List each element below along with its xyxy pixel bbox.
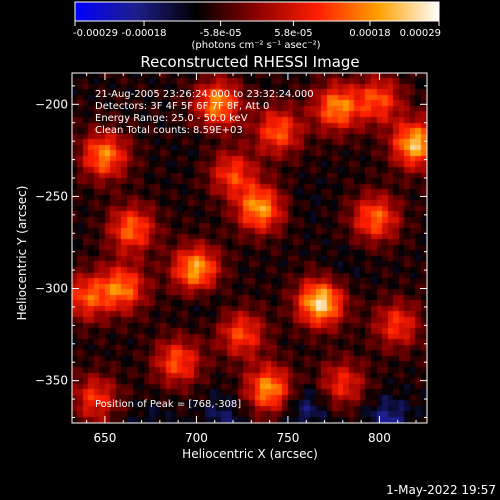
chart-title: Reconstructed RHESSI Image <box>140 53 359 71</box>
y-tick-label: −350 <box>35 374 68 388</box>
annotation-peak: Position of Peak = [768,-308] <box>95 399 241 410</box>
annotation-energy: Energy Range: 25.0 - 50.0 keV <box>95 113 248 124</box>
colorbar-tick-label: 0.00029 <box>400 28 441 39</box>
colorbar-tick-label: -0.00029 <box>73 28 118 39</box>
annotation-clean: Clean Total counts: 8.59E+03 <box>95 125 243 136</box>
colorbar-tick-label: 5.8e-05 <box>274 28 312 39</box>
colorbar-ticks: -0.00029 -0.00018 -5.8e-05 5.8e-05 0.00018 0.… <box>73 21 441 39</box>
heatmap-image <box>72 73 427 423</box>
y-axis-label: Heliocentric Y (arcsec) <box>15 186 29 321</box>
footer-date: 1-May-2022 19:57 <box>386 483 496 497</box>
colorbar-label: (photons cm⁻² s⁻¹ asec⁻²) <box>191 40 320 51</box>
annotation-time: 21-Aug-2005 23:26:24.000 to 23:32:24.000 <box>95 89 314 100</box>
axis-ticks: 650 700 750 800 −200 −250 −300 −350 <box>35 73 427 445</box>
x-tick-label: 650 <box>93 431 116 445</box>
x-tick-label: 800 <box>368 431 391 445</box>
annotation-detectors: Detectors: 3F 4F 5F 6F 7F 8F, Att 0 <box>95 101 269 112</box>
x-tick-label: 700 <box>185 431 208 445</box>
colorbar-tick-label: 0.00018 <box>349 28 390 39</box>
x-axis-label: Heliocentric X (arcsec) <box>182 447 318 461</box>
colorbar <box>74 1 440 22</box>
y-tick-label: −300 <box>35 282 68 296</box>
colorbar-tick-label: -0.00018 <box>122 28 167 39</box>
y-tick-label: −200 <box>35 97 68 111</box>
plot-frame <box>71 72 428 424</box>
y-tick-label: −250 <box>35 189 68 203</box>
x-tick-label: 750 <box>276 431 299 445</box>
annotation-block: 21-Aug-2005 23:26:24.000 to 23:32:24.000… <box>95 89 314 410</box>
colorbar-tick-label: -5.8e-05 <box>200 28 242 39</box>
